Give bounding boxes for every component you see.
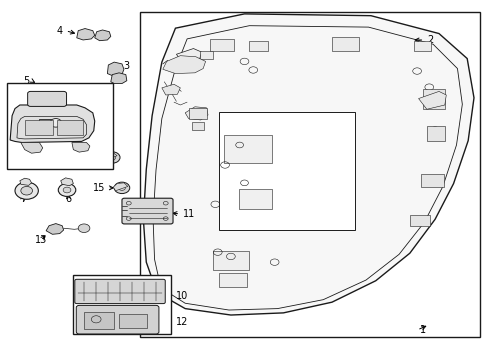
Polygon shape [107,62,123,76]
Bar [238,189,271,208]
Text: 11: 11 [183,209,195,219]
Bar [426,126,445,141]
FancyBboxPatch shape [122,198,173,224]
Bar [119,314,147,328]
Text: 15: 15 [92,183,105,193]
Text: 6: 6 [65,194,71,203]
Polygon shape [163,56,205,73]
Polygon shape [113,183,127,191]
Bar [423,89,445,109]
Bar [331,37,358,51]
Polygon shape [95,30,111,41]
Circle shape [63,187,71,193]
Bar [39,119,51,126]
Bar [25,120,53,135]
Text: 8: 8 [24,126,30,136]
Polygon shape [111,73,126,84]
Bar [212,251,249,270]
Text: 3: 3 [122,61,129,71]
Circle shape [15,182,38,199]
Bar [420,174,443,187]
Polygon shape [143,14,473,315]
Bar [224,135,271,163]
Bar [7,83,113,169]
Bar [200,51,213,59]
Circle shape [104,152,120,163]
Circle shape [114,182,129,194]
Bar [409,215,429,226]
Text: 10: 10 [176,291,188,301]
Bar [188,108,206,118]
Circle shape [78,224,90,233]
Bar [57,120,82,135]
Bar [413,41,430,51]
Circle shape [50,118,61,127]
Text: 5: 5 [23,76,29,86]
Polygon shape [61,178,73,186]
Polygon shape [46,224,63,234]
FancyBboxPatch shape [28,91,66,107]
FancyBboxPatch shape [75,279,165,303]
Text: 1: 1 [419,325,425,335]
Polygon shape [72,143,90,152]
Bar [73,275,170,334]
Polygon shape [77,28,95,40]
Bar [219,273,247,287]
Polygon shape [185,107,207,120]
Bar [192,122,203,130]
Text: 7: 7 [20,194,26,203]
Circle shape [58,184,76,197]
Polygon shape [20,178,31,185]
Text: 2: 2 [426,35,432,45]
Text: 13: 13 [35,235,47,245]
Text: 4: 4 [57,26,63,36]
Text: 12: 12 [176,317,188,327]
Bar [84,312,114,329]
Polygon shape [21,143,42,153]
Bar [210,39,233,51]
Polygon shape [10,105,95,143]
Circle shape [21,186,32,195]
FancyBboxPatch shape [76,305,159,334]
Polygon shape [103,153,117,160]
Polygon shape [176,49,201,62]
Polygon shape [418,91,446,109]
Polygon shape [162,84,180,95]
Bar [219,112,355,230]
Bar [249,41,267,51]
Text: 9: 9 [13,98,20,108]
Text: 14: 14 [83,153,95,163]
Bar [140,12,479,337]
